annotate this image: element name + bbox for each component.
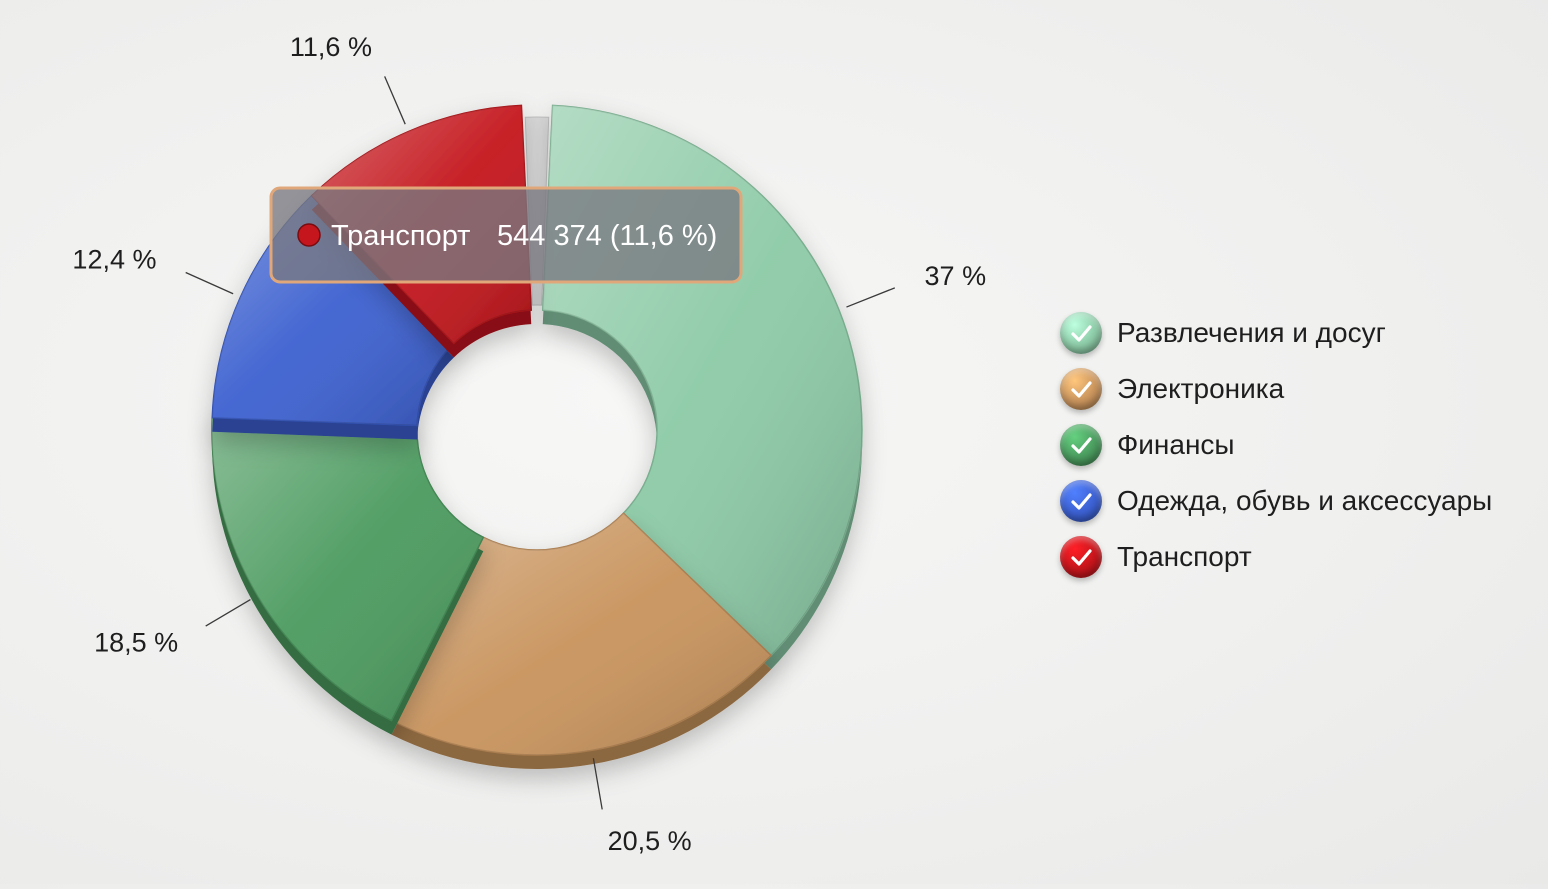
legend-marker[interactable] [1060, 480, 1102, 522]
percent-labels: 37 % 20,5 % 18,5 % 12,4 % 11,6 % [72, 32, 986, 856]
check-icon [1071, 381, 1092, 398]
percent-label-транспорт: 11,6 % [290, 32, 372, 62]
legend-item-одежда-обувь-и-аксессуары[interactable]: Одежда, обувь и аксессуары [1060, 473, 1530, 529]
percent-label-электроника: 20,5 % [608, 826, 692, 856]
legend-marker[interactable] [1060, 312, 1102, 354]
percent-label-одежда-обувь-и-аксессуары: 12,4 % [72, 244, 156, 274]
slice-электроника[interactable] [390, 512, 773, 770]
legend-label: Финансы [1117, 429, 1235, 460]
check-icon [1071, 493, 1092, 510]
tooltip-box [269, 186, 743, 284]
tooltip-value: 544 374 (11,6 %) [497, 220, 717, 252]
check-icon [1071, 549, 1092, 566]
legend-item-транспорт[interactable]: Транспорт [1060, 529, 1530, 585]
legend-label: Электроника [1117, 373, 1285, 404]
check-icon [1071, 325, 1092, 342]
leader-line-одежда-обувь-и-аксессуары [185, 271, 234, 295]
legend-marker[interactable] [1060, 424, 1102, 466]
leader-line-финансы [205, 599, 251, 627]
check-icon [1071, 437, 1092, 454]
legend-item-финансы[interactable]: Финансы [1060, 417, 1530, 473]
slice-gloss-финансы [212, 417, 484, 721]
legend-marker[interactable] [1060, 536, 1102, 578]
slice-gloss-электроника [391, 513, 772, 756]
legend-label: Транспорт [1117, 541, 1252, 572]
percent-label-финансы: 18,5 % [94, 627, 178, 657]
legend-label: Развлечения и досуг [1117, 317, 1386, 348]
leader-line-развлечения-и-досуг [846, 287, 896, 308]
percent-label-развлечения-и-досуг: 37 % [925, 261, 987, 291]
leader-line-электроника [592, 758, 603, 810]
tooltip-category: Транспорт [331, 220, 470, 252]
legend-marker[interactable] [1060, 368, 1102, 410]
chart-legend: Развлечения и досуг Электроника Финансы Оде… [1060, 305, 1530, 595]
legend-item-электроника[interactable]: Электроника [1060, 361, 1530, 417]
slice-финансы[interactable] [211, 416, 485, 735]
tooltip-color-dot [297, 223, 321, 247]
legend-item-развлечения-и-досуг[interactable]: Развлечения и досуг [1060, 305, 1530, 361]
leader-line-транспорт [384, 76, 406, 125]
legend-label: Одежда, обувь и аксессуары [1117, 485, 1493, 516]
slice-tooltip: Транспорт 544 374 (11,6 %) [269, 186, 743, 284]
